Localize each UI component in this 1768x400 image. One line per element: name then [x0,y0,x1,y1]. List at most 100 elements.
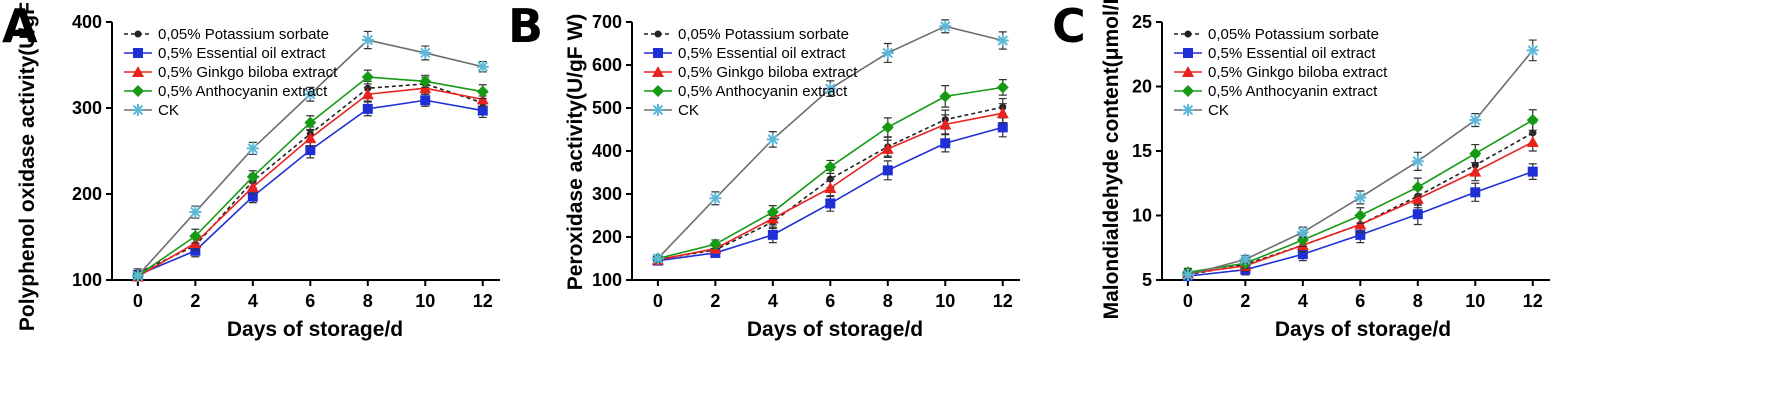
data-point-a-2 [361,88,374,100]
series-a-2 [131,81,489,282]
data-point-a-4 [476,60,489,73]
series-a-3 [131,69,489,282]
plot-area-a: 100 200 300 400 0 2 4 6 8 10 12 0,05% Potassium sor… [72,12,500,311]
legend-marker-a-0 [134,30,142,38]
x-tick-label-b: 2 [710,291,720,311]
y-tick-label-b: 300 [592,184,622,204]
data-point-c-3 [1526,114,1539,127]
legend-marker-c-0 [1184,30,1192,38]
legend-marker-a-2 [132,66,144,77]
data-point-b-4 [996,34,1009,47]
legend-marker-a-1 [133,48,143,58]
x-tick-label-b: 6 [825,291,835,311]
y-axis-title-b: Peroxidase activity(U/gF W) [564,14,587,291]
y-tick-label-c: 20 [1132,77,1152,97]
data-point-b-4 [824,82,837,95]
series-line-a-0 [137,83,484,274]
x-tick-label-b: 0 [653,291,663,311]
data-point-c-2 [1354,218,1367,230]
data-point-b-3 [996,81,1009,94]
x-tick-label-a: 4 [248,291,258,311]
data-point-c-1 [1470,187,1481,198]
x-tick-label-a: 6 [305,291,315,311]
plot-area-b: 100 200 300 400 500 600 700 0 2 4 6 8 10 12 0,05% Pota… [592,12,1020,311]
x-tick-label-b: 8 [883,291,893,311]
data-point-a-1 [362,103,373,114]
data-point-b-1 [767,229,778,240]
y-tick-label-a: 400 [72,12,102,32]
data-point-c-1 [1412,209,1423,220]
legend-marker-c-3 [1182,85,1194,97]
y-axis-title-a: Polyphenol oxidase activity(U/gF w) [16,0,39,331]
data-point-a-1 [305,145,316,156]
legend-label-b-0: 0,05% Potassium sorbate [678,26,849,43]
data-point-c-4 [1354,191,1367,204]
y-tick-label-b: 500 [592,98,622,118]
data-point-c-4 [1296,226,1309,239]
x-axis-title-c: Days of storage/d [1275,318,1451,341]
legend-label-b-3: 0,5% Anthocyanin extract [678,83,848,100]
x-tick-label-a: 2 [190,291,200,311]
data-point-c-1 [1355,229,1366,240]
x-tick-label-a: 0 [133,291,143,311]
series-c-2 [1181,132,1539,279]
data-point-a-3 [189,230,202,243]
legend-label-b-2: 0,5% Ginkgo biloba extract [678,64,858,81]
legend-marker-c-2 [1182,66,1194,77]
panel-b: B Peroxidase activity(U/gF W) Days of st… [508,0,1020,341]
series-a-4 [131,30,489,282]
data-point-b-3 [824,160,837,173]
y-tick-label-b: 400 [592,141,622,161]
data-point-c-2 [1411,192,1424,204]
data-point-b-1 [882,165,893,176]
legend-label-a-3: 0,5% Anthocyanin extract [158,83,328,100]
data-point-b-1 [825,198,836,209]
legend-marker-b-3 [652,85,664,97]
plot-area-c: 5 10 15 20 25 0 2 4 6 8 10 12 0,05% Potassium sorbat… [1132,12,1550,311]
legend-marker-c-1 [1183,48,1193,58]
y-tick-label-b: 700 [592,12,622,32]
legend-label-a-2: 0,5% Ginkgo biloba extract [158,64,338,81]
data-point-c-1 [1527,166,1538,177]
series-b-3 [651,79,1009,265]
data-point-b-2 [996,107,1009,119]
data-point-a-4 [189,206,202,219]
legend-label-a-0: 0,05% Potassium sorbate [158,26,329,43]
data-point-b-1 [940,138,951,149]
legend-a: 0,05% Potassium sorbate 0,5% Essential oi… [124,26,338,119]
x-tick-label-c: 4 [1298,291,1308,311]
legend-label-b-4: CK [678,102,699,119]
legend-label-b-1: 0,5% Essential oil extract [678,45,846,62]
data-point-a-4 [131,269,144,282]
data-point-a-1 [247,191,258,202]
data-point-c-3 [1469,147,1482,160]
data-point-b-4 [651,252,664,265]
data-point-c-4 [1239,253,1252,266]
x-tick-label-b: 4 [768,291,778,311]
y-tick-label-c: 15 [1132,141,1152,161]
series-b-4 [651,19,1009,265]
x-tick-label-c: 10 [1465,291,1485,311]
y-axis-title-c: Malondialdehyde content(μmol/L) [1100,0,1123,319]
legend-label-c-4: CK [1208,102,1229,119]
x-tick-label-c: 8 [1413,291,1423,311]
panel-letter-a: A [2,0,38,53]
legend-label-c-1: 0,5% Essential oil extract [1208,45,1376,62]
data-point-b-4 [766,133,779,146]
data-point-a-2 [304,132,317,144]
legend-label-a-4: CK [158,102,179,119]
data-point-a-3 [304,116,317,129]
x-tick-label-a: 12 [473,291,493,311]
series-b-2 [651,103,1009,265]
data-point-a-3 [246,170,259,183]
data-point-b-4 [709,192,722,205]
y-tick-label-a: 300 [72,98,102,118]
panel-letter-c: C [1052,0,1086,53]
data-point-b-2 [939,118,952,130]
data-point-a-1 [477,105,488,116]
data-point-c-3 [1411,181,1424,194]
data-point-a-1 [190,245,201,256]
legend-b: 0,05% Potassium sorbate 0,5% Essential oi… [644,26,858,119]
data-point-c-4 [1469,114,1482,127]
